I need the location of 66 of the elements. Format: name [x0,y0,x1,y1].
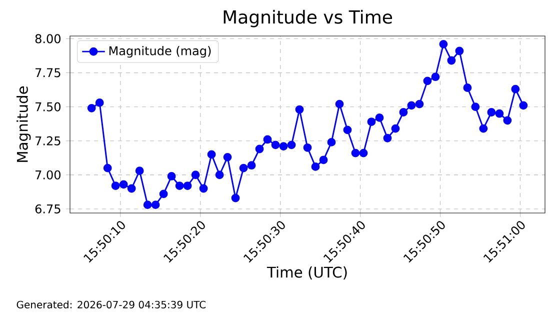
y-tick-label: 7.50 [36,102,60,112]
y-tick-label: 6.75 [35,204,60,214]
point [287,140,296,150]
point [503,116,512,125]
point [247,161,256,170]
point [343,126,352,134]
point [391,124,400,133]
point [455,46,464,56]
point [431,72,440,82]
point [127,184,136,193]
chart-title: Magnitude vs Time [224,10,392,28]
point [223,152,232,162]
point [199,184,208,193]
point [175,182,184,190]
point [183,182,192,190]
point [511,84,520,94]
point [319,156,328,164]
point [399,108,408,116]
point [95,98,104,107]
point [311,162,320,171]
point [255,144,264,154]
point [263,135,272,144]
y-tick-label: 7.75 [36,68,60,78]
point [495,109,504,118]
y-tick-label: 8.00 [35,34,60,44]
point [87,104,96,112]
point [103,164,112,172]
y-tick-label: 7.00 [36,170,60,180]
point [327,138,336,146]
point [143,200,152,210]
point [423,76,432,86]
point [335,100,344,108]
point [407,101,416,110]
point [231,194,240,202]
point [487,108,496,116]
legend-label: Magnitude (mag) [109,46,211,58]
point [207,150,216,159]
point [215,170,224,180]
point [383,134,392,142]
point [191,170,200,180]
point [239,164,248,172]
text: Generated: 2026-07-29 04:35:39 UTC [16,300,206,308]
x-axis-title: Time (UTC) [266,266,347,280]
y-axis-title: Magnitude [16,86,31,162]
point [111,182,120,190]
point [479,124,488,133]
point [471,102,480,111]
point [415,100,424,108]
point [359,148,368,158]
point [439,40,448,48]
point [119,180,128,189]
point [167,172,176,180]
point [375,113,384,122]
point [271,140,280,150]
point [367,118,376,126]
point [463,84,472,92]
point [351,148,360,158]
point [447,56,456,65]
point [151,200,160,210]
point [135,166,144,175]
point [295,105,304,114]
point [159,190,168,198]
point [279,142,288,150]
point [519,101,528,110]
point [303,143,312,152]
y-tick-label: 7.25 [36,136,60,146]
